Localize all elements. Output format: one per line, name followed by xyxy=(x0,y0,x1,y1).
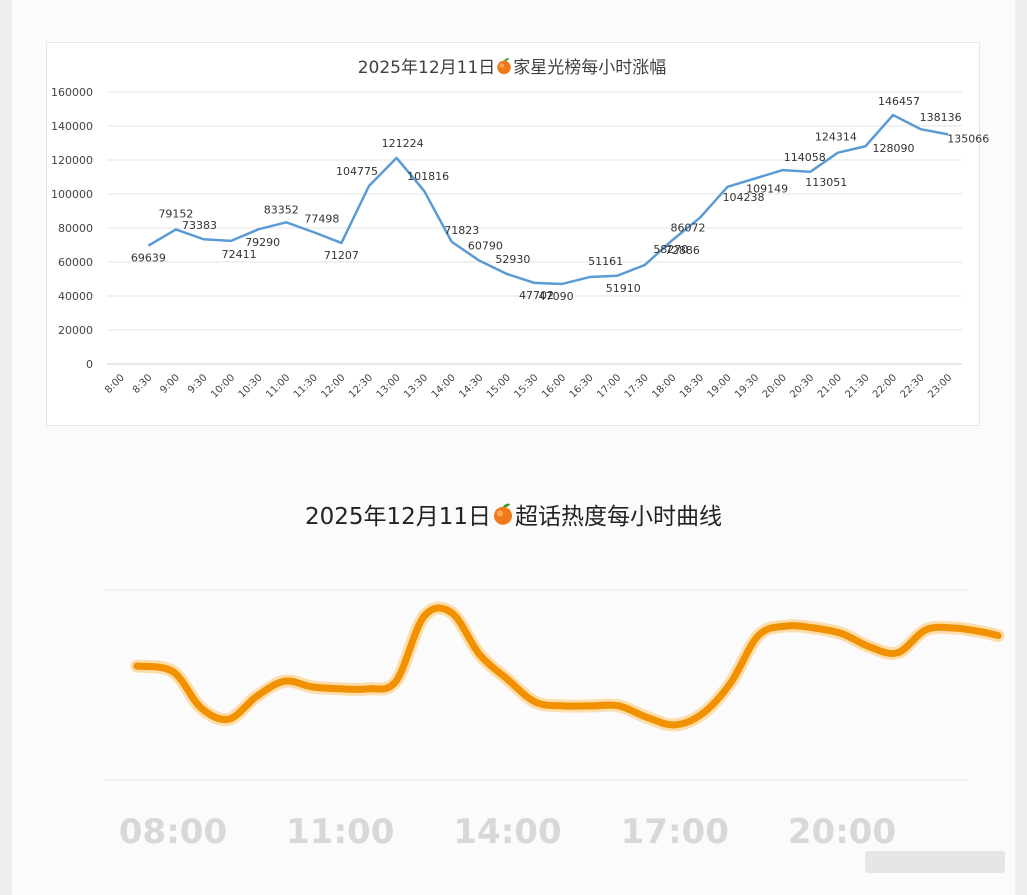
data-label: 104238 xyxy=(723,191,765,204)
x-tick-label: 17:00 xyxy=(621,812,729,852)
x-tick-label: 11:00 xyxy=(286,812,394,852)
data-label: 77498 xyxy=(304,212,339,225)
data-label: 47702 xyxy=(519,289,554,302)
y-tick-label: 0 xyxy=(86,358,93,371)
y-tick-label: 140000 xyxy=(51,120,93,133)
data-label: 83352 xyxy=(264,203,299,216)
data-label: 73383 xyxy=(182,219,217,232)
data-label: 79152 xyxy=(158,207,193,220)
data-label: 51910 xyxy=(606,282,641,295)
data-label: 72886 xyxy=(665,244,700,257)
y-tick-label: 40000 xyxy=(58,290,93,303)
data-label: 113051 xyxy=(805,176,847,189)
data-label: 146457 xyxy=(878,95,920,108)
chart1-title-date: 2025年12月11日 xyxy=(357,58,496,78)
series-line xyxy=(147,113,949,286)
x-tick-label: 14:00 xyxy=(453,812,561,852)
data-label: 104775 xyxy=(336,165,378,178)
peach-icon xyxy=(497,58,512,75)
data-label: 101816 xyxy=(407,170,449,183)
chart1-title-rest: 家星光榜每小时涨幅 xyxy=(513,58,667,78)
data-label: 124314 xyxy=(815,131,857,144)
star-ranking-line-chart: 0 20000 40000 60000 80000 100000 120000 140000 1… xyxy=(51,86,989,401)
data-label: 114058 xyxy=(784,151,826,164)
y-tick-label: 80000 xyxy=(58,222,93,235)
chart2-title: 2025年12月11日 超话热度每小时曲线 xyxy=(0,497,1027,531)
series-line xyxy=(133,604,1002,729)
data-label: 86072 xyxy=(670,222,705,235)
y-tick-label: 100000 xyxy=(51,188,93,201)
chart2-title-date: 2025年12月11日 xyxy=(304,504,492,530)
watermark-logo xyxy=(865,851,1005,873)
data-label: 47090 xyxy=(539,290,574,303)
data-label: 58270 xyxy=(653,243,688,256)
data-label: 138136 xyxy=(920,111,962,124)
data-label: 109149 xyxy=(746,182,788,195)
star-ranking-chart-card xyxy=(46,42,980,426)
chart1-title: 2025年12月11日 家星光榜每小时涨幅 xyxy=(46,53,978,78)
x-tick-label: 20:00 xyxy=(788,812,896,852)
data-label: 128090 xyxy=(872,142,914,155)
data-label: 69639 xyxy=(131,252,166,265)
y-tick-label: 160000 xyxy=(51,86,93,99)
peach-icon xyxy=(494,503,513,525)
x-tick-label: 08:00 xyxy=(119,812,227,852)
data-label: 71823 xyxy=(444,224,479,237)
data-label: 72411 xyxy=(222,248,257,261)
data-label: 79290 xyxy=(245,236,280,249)
data-label: 60790 xyxy=(468,240,503,253)
chart2-title-rest: 超话热度每小时曲线 xyxy=(515,504,723,530)
data-label: 52930 xyxy=(495,253,530,266)
y-tick-label: 120000 xyxy=(51,154,93,167)
data-label: 71207 xyxy=(324,249,359,262)
data-label: 135066 xyxy=(947,132,989,145)
y-tick-label: 60000 xyxy=(58,256,93,269)
data-label: 51161 xyxy=(588,255,623,268)
data-label: 121224 xyxy=(382,137,424,150)
y-tick-label: 20000 xyxy=(58,324,93,337)
